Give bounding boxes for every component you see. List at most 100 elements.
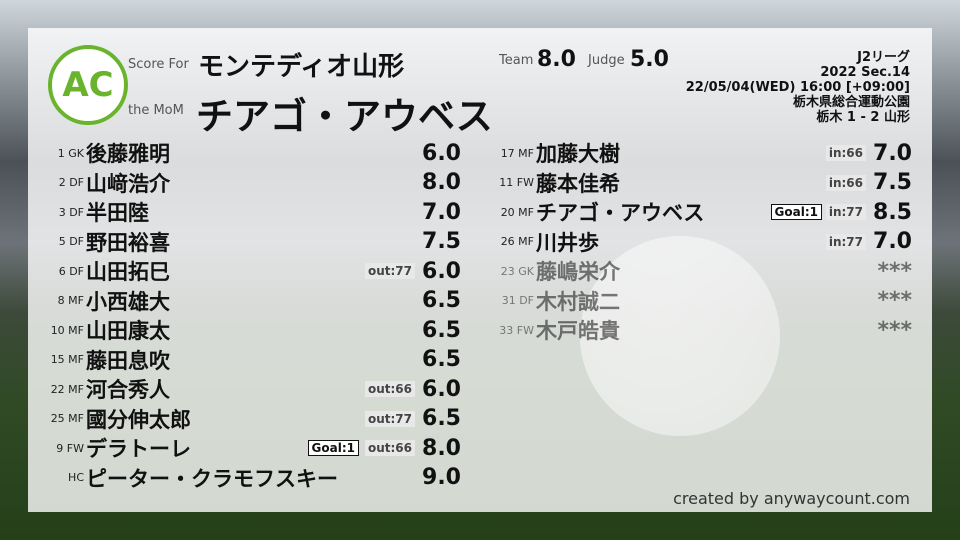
player-score: 6.0: [422, 376, 461, 402]
player-score: 6.5: [422, 406, 461, 431]
player-number-position: 17 MF: [500, 146, 534, 160]
player-name: 木村誠二: [536, 289, 620, 314]
logo-text: AC: [62, 65, 114, 105]
player-score: 7.5: [422, 229, 461, 254]
player-name: 加藤大樹: [536, 142, 620, 166]
player-score: 8.0: [422, 435, 461, 461]
player-name: 藤本佳希: [536, 171, 620, 196]
player-number-position: 11 FW: [499, 176, 534, 189]
player-row: 2 DF 山﨑浩介 8.0: [32, 169, 461, 197]
team-label: Team: [499, 53, 534, 68]
player-name: デラトーレ: [86, 437, 191, 461]
player-number-position: 25 MF: [50, 412, 84, 425]
player-number-position: 5 DF: [58, 235, 84, 248]
player-name: 川井歩: [536, 230, 599, 255]
player-name: 國分伸太郎: [86, 407, 191, 432]
player-row: 17 MF 加藤大樹 in:66 7.0: [482, 139, 912, 167]
player-number-position: 23 GK: [500, 264, 534, 278]
player-row: 26 MF 川井歩 in:77 7.0: [482, 228, 912, 256]
player-number-position: HC: [68, 471, 84, 484]
player-name: 木戸皓貴: [536, 319, 620, 343]
player-row: HC ピーター・クラモフスキー 9.0: [32, 464, 461, 492]
player-row: 11 FW 藤本佳希 in:66 7.5: [482, 169, 912, 197]
player-name: 藤嶋栄介: [536, 260, 620, 284]
judge-score: 5.0: [630, 47, 669, 72]
venue: 栃木県総合運動公園: [792, 95, 910, 110]
sub-tag: out:77: [364, 263, 415, 279]
player-score: 6.5: [422, 347, 461, 372]
player-row: 15 MF 藤田息吹 6.5: [32, 346, 461, 374]
player-name: 山田康太: [86, 319, 170, 343]
sub-tag: in:66: [825, 145, 866, 161]
sub-tag: in:77: [825, 233, 866, 250]
player-name: 河合秀人: [86, 378, 170, 402]
player-number-position: 26 MF: [500, 235, 534, 248]
mom-label: the MoM: [128, 103, 184, 118]
match-info: J2リーグ 2022 Sec.14 22/05/04(WED) 16:00 [+…: [686, 50, 910, 125]
player-score: 6.5: [422, 288, 461, 313]
player-number-position: 22 MF: [50, 382, 84, 396]
player-row: 8 MF 小西雄大 6.5: [32, 287, 461, 315]
player-row: 9 FW デラトーレ out:66 Goal:1 8.0: [32, 434, 461, 462]
player-number-position: 1 GK: [57, 146, 84, 160]
player-row: 1 GK 後藤雅明 6.0: [32, 139, 461, 167]
player-score: ***: [877, 288, 912, 313]
player-number-position: 8 MF: [57, 294, 84, 307]
sub-tag: out:66: [364, 440, 415, 456]
player-number-position: 31 DF: [501, 294, 534, 307]
league: J2リーグ: [857, 50, 910, 65]
player-number-position: 10 MF: [50, 323, 84, 337]
player-row: 10 MF 山田康太 6.5: [32, 316, 461, 344]
team-score: 8.0: [537, 47, 576, 72]
player-number-position: 20 MF: [500, 205, 534, 219]
player-name: チアゴ・アウベス: [536, 201, 705, 225]
goal-badge: Goal:1: [307, 440, 359, 456]
datetime: 22/05/04(WED) 16:00 [+09:00]: [685, 80, 910, 95]
anywaycount-logo: AC: [48, 45, 128, 125]
player-row: 6 DF 山田拓巳 out:77 6.0: [32, 257, 461, 285]
player-score: 6.0: [422, 140, 461, 166]
player-score: 7.5: [873, 170, 912, 195]
player-number-position: 3 DF: [58, 205, 84, 219]
team-name: モンテディオ山形: [198, 52, 405, 82]
player-row: 20 MF チアゴ・アウベス in:77 Goal:1 8.5: [482, 198, 912, 226]
player-name: 山﨑浩介: [86, 171, 170, 196]
sub-tag: in:66: [825, 174, 866, 191]
player-score: ***: [877, 258, 912, 284]
player-row: 23 GK 藤嶋栄介 ***: [482, 257, 912, 285]
player-name: 小西雄大: [86, 289, 170, 314]
player-name: 藤田息吹: [86, 348, 170, 373]
player-name: 山田拓巳: [86, 260, 170, 284]
player-row: 5 DF 野田裕喜 7.5: [32, 228, 461, 256]
player-score: 8.5: [873, 199, 912, 225]
credit: created by anywaycount.com: [673, 489, 910, 508]
player-score: 6.5: [422, 317, 461, 343]
goal-badge: Goal:1: [770, 204, 822, 220]
judge-label: Judge: [588, 53, 625, 68]
player-score: ***: [877, 317, 912, 343]
player-row: 33 FW 木戸皓貴 ***: [482, 316, 912, 344]
player-score: 8.0: [422, 170, 461, 195]
player-name: 半田陸: [86, 201, 149, 225]
player-score: 9.0: [422, 465, 461, 490]
player-number-position: 33 FW: [499, 323, 534, 337]
player-score: 6.0: [422, 258, 461, 284]
player-score: 7.0: [422, 199, 461, 225]
rating-panel: [28, 28, 932, 512]
result: 栃木 1 - 2 山形: [816, 110, 910, 125]
player-name: ピーター・クラモフスキー: [86, 466, 338, 491]
player-row: 31 DF 木村誠二 ***: [482, 287, 912, 315]
player-row: 22 MF 河合秀人 out:66 6.0: [32, 375, 461, 403]
player-score: 7.0: [873, 140, 912, 166]
player-row: 3 DF 半田陸 7.0: [32, 198, 461, 226]
player-number-position: 2 DF: [58, 176, 84, 189]
score-for-label: Score For: [128, 57, 189, 72]
player-name: 野田裕喜: [86, 230, 170, 255]
player-number-position: 6 DF: [58, 264, 84, 278]
player-number-position: 15 MF: [50, 353, 84, 366]
player-name: 後藤雅明: [86, 142, 170, 166]
mom-name: チアゴ・アウベス: [196, 95, 493, 138]
section: 2022 Sec.14: [820, 65, 910, 80]
sub-tag: in:77: [825, 204, 866, 220]
player-score: 7.0: [873, 229, 912, 254]
